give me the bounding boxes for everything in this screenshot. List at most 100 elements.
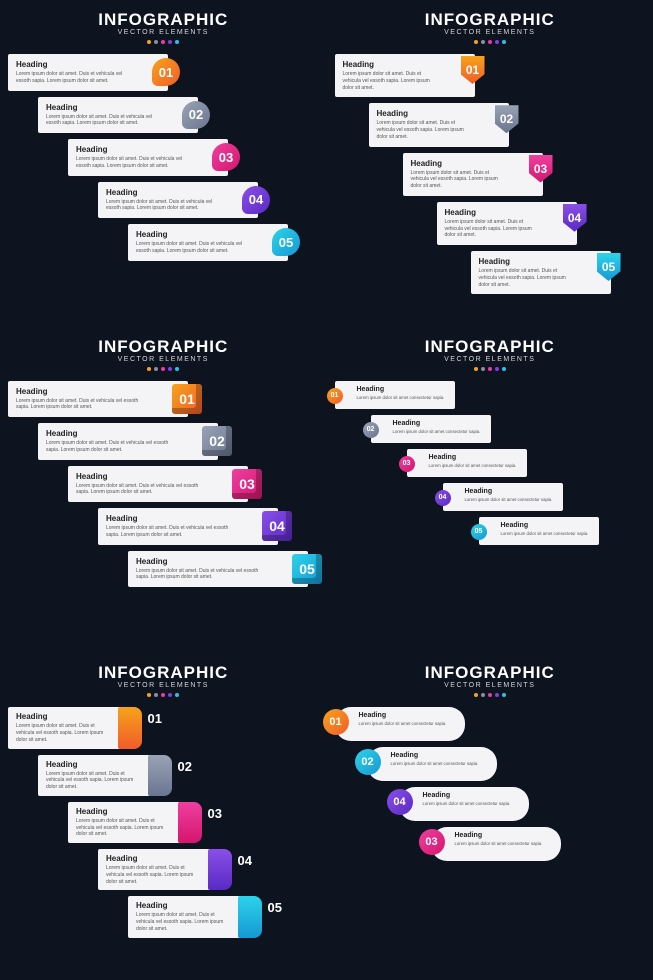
- list-item: HeadingLorem ipsum dolor sit amet consec…: [431, 827, 561, 861]
- dot: [154, 367, 158, 371]
- item-list: Heading Lorem ipsum dolor sit amet. Duis …: [8, 707, 319, 937]
- step-number: 05: [602, 260, 615, 274]
- item-heading: Heading: [343, 60, 435, 69]
- list-item: HeadingLorem ipsum dolor sit amet consec…: [443, 483, 563, 511]
- item-card: HeadingLorem ipsum dolor sit amet. Duis …: [38, 423, 218, 460]
- dot: [481, 40, 485, 44]
- item-heading: Heading: [46, 103, 158, 112]
- item-card: HeadingLorem ipsum dolor sit amet. Duis …: [98, 849, 218, 890]
- list-item: HeadingLorem ipsum dolor sit amet consec…: [479, 517, 599, 545]
- item-heading: Heading: [377, 109, 469, 118]
- item-body: Lorem ipsum dolor sit amet. Duis et vehi…: [16, 723, 110, 743]
- dot-row: [335, 693, 646, 697]
- item-list: HeadingLorem ipsum dolor sit amet consec…: [335, 381, 646, 545]
- step-number: 04: [269, 518, 285, 534]
- step-badge: 03: [232, 469, 262, 499]
- panel-header: INFOGRAPHICVECTOR ELEMENTS: [8, 663, 319, 697]
- item-card: HeadingLorem ipsum dolor sit amet. Duis …: [68, 802, 188, 843]
- item-body: Lorem ipsum dolor sit amet. Duis et vehi…: [46, 114, 158, 128]
- item-heading: Heading: [501, 522, 591, 529]
- dot: [502, 367, 506, 371]
- step-number: 01: [331, 392, 339, 399]
- item-heading: Heading: [136, 557, 268, 566]
- list-item: HeadingLorem ipsum dolor sit amet. Duis …: [128, 551, 308, 588]
- dot: [161, 367, 165, 371]
- step-number: 05: [279, 235, 293, 250]
- list-item: HeadingLorem ipsum dolor sit amet. Duis …: [38, 423, 218, 460]
- step-number: 04: [249, 192, 263, 207]
- step-badge: 03: [212, 143, 240, 171]
- item-body: Lorem ipsum dolor sit amet. Duis et vehi…: [106, 865, 200, 885]
- list-item: Heading Lorem ipsum dolor sit amet. Duis …: [38, 97, 198, 134]
- step-number: 01: [466, 63, 479, 77]
- item-heading: Heading: [76, 807, 170, 816]
- step-badge: [238, 896, 262, 937]
- list-item: HeadingLorem ipsum dolor sit amet. Duis …: [98, 182, 258, 219]
- item-body: Lorem ipsum dolor sit amet. Duis et vehi…: [76, 483, 208, 497]
- title-main: INFOGRAPHIC: [8, 10, 319, 30]
- dot: [488, 40, 492, 44]
- item-card: HeadingLorem ipsum dolor sit amet. Duis …: [68, 139, 228, 176]
- step-number: 02: [361, 756, 373, 768]
- step-number: 03: [208, 806, 222, 821]
- title-sub: VECTOR ELEMENTS: [8, 682, 319, 689]
- item-body: Lorem ipsum dolor sit amet. Duis et vehi…: [106, 525, 238, 539]
- item-heading: Heading: [479, 257, 571, 266]
- dot-row: [8, 40, 319, 44]
- item-card: HeadingLorem ipsum dolor sit amet consec…: [367, 747, 497, 781]
- list-item: HeadingLorem ipsum dolor sit amet consec…: [335, 707, 465, 741]
- dot: [161, 693, 165, 697]
- step-number: 03: [403, 460, 411, 467]
- step-badge: 03: [399, 456, 415, 472]
- step-badge: [208, 849, 232, 890]
- item-card: HeadingLorem ipsum dolor sit amet. Duis …: [98, 182, 258, 219]
- item-heading: Heading: [391, 752, 489, 759]
- list-item: HeadingLorem ipsum dolor sit amet consec…: [367, 747, 497, 781]
- item-body: Lorem ipsum dolor sit amet. Duis et vehi…: [136, 912, 230, 932]
- dot: [502, 693, 506, 697]
- item-card: HeadingLorem ipsum dolor sit amet. Duis …: [98, 508, 278, 545]
- panel-header: INFOGRAPHICVECTOR ELEMENTS: [8, 337, 319, 371]
- panel-header: INFOGRAPHICVECTOR ELEMENTS: [8, 10, 319, 44]
- title-sub: VECTOR ELEMENTS: [335, 682, 646, 689]
- title-main: INFOGRAPHIC: [335, 337, 646, 357]
- dot: [147, 367, 151, 371]
- dot: [175, 367, 179, 371]
- dot: [147, 693, 151, 697]
- item-heading: Heading: [465, 488, 555, 495]
- item-card: HeadingLorem ipsum dolor sit amet. Duis …: [38, 755, 158, 796]
- item-list: Heading Lorem ipsum dolor sit amet. Duis …: [8, 54, 319, 261]
- step-badge: 04: [435, 490, 451, 506]
- dot-row: [8, 693, 319, 697]
- list-item: HeadingLorem ipsum dolor sit amet consec…: [335, 381, 455, 409]
- list-item: HeadingLorem ipsum dolor sit amet. Duis …: [369, 103, 509, 146]
- list-item: HeadingLorem ipsum dolor sit amet. Duis …: [38, 755, 158, 796]
- step-number: 01: [329, 716, 341, 728]
- item-heading: Heading: [445, 208, 537, 217]
- item-body: Lorem ipsum dolor sit amet. Duis et vehi…: [343, 71, 435, 91]
- step-badge: 05: [292, 554, 322, 584]
- dot-row: [335, 367, 646, 371]
- step-number: 03: [534, 162, 547, 176]
- dot: [154, 693, 158, 697]
- title-main: INFOGRAPHIC: [335, 663, 646, 683]
- step-number: 04: [568, 211, 581, 225]
- item-list: Heading Lorem ipsum dolor sit amet. Duis …: [335, 54, 646, 294]
- item-heading: Heading: [106, 188, 218, 197]
- step-badge: 01: [172, 384, 202, 414]
- item-heading: Heading: [136, 230, 248, 239]
- item-heading: Heading: [16, 60, 128, 69]
- item-body: Lorem ipsum dolor sit amet. Duis et vehi…: [16, 398, 148, 412]
- item-heading: Heading: [359, 712, 457, 719]
- item-heading: Heading: [76, 145, 188, 154]
- step-badge: 04: [262, 511, 292, 541]
- dot: [481, 693, 485, 697]
- item-card: Heading Lorem ipsum dolor sit amet. Duis …: [128, 224, 288, 261]
- title-sub: VECTOR ELEMENTS: [8, 29, 319, 36]
- dot: [161, 40, 165, 44]
- step-number: 05: [475, 528, 483, 535]
- list-item: Heading Lorem ipsum dolor sit amet. Duis …: [8, 54, 168, 91]
- item-heading: Heading: [455, 832, 553, 839]
- item-body: Lorem ipsum dolor sit amet. Duis et vehi…: [16, 71, 128, 85]
- item-body: Lorem ipsum dolor sit amet. Duis et vehi…: [136, 241, 248, 255]
